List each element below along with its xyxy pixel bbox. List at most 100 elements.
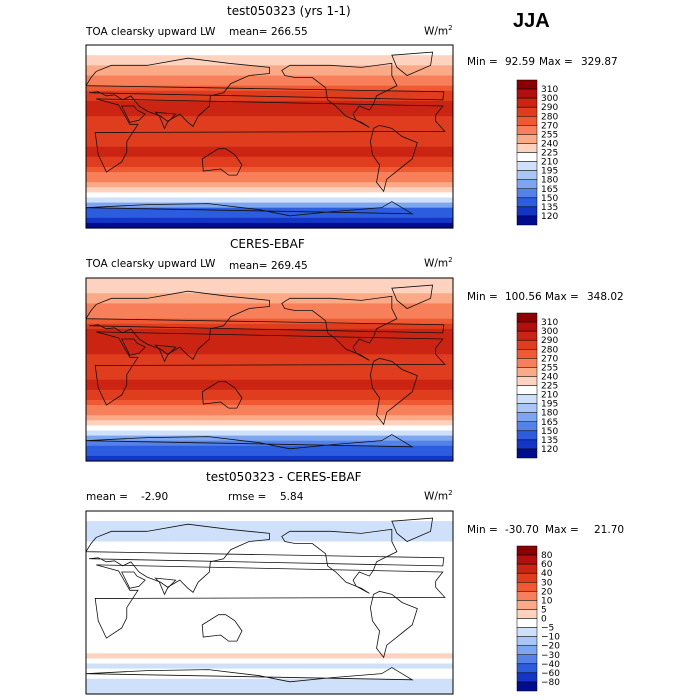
map-band-1-16 [86, 121, 453, 127]
colorbar-2-cell-7 [516, 367, 538, 377]
colorbar-1-cell-11 [516, 170, 538, 180]
colorbar-2-cell-16 [516, 448, 538, 459]
colorbar-3-cell-13 [516, 654, 538, 665]
map-band-3-4 [86, 526, 453, 532]
map-band-1-26 [86, 172, 453, 178]
map-band-1-27 [86, 177, 453, 183]
colorbar-3-tick-3: 40 [541, 569, 553, 579]
map-band-1-20 [86, 141, 453, 148]
colorbar-1-tick-1: 310 [541, 85, 558, 95]
panel3-mean-value: -2.90 [141, 491, 169, 503]
coastline-australia-2 [201, 381, 243, 409]
colorbar-1-tick-4: 280 [541, 112, 558, 122]
map-band-1-7 [86, 75, 453, 82]
colorbar-3-tick-1: 80 [541, 551, 553, 561]
map-band-1-11 [86, 95, 453, 102]
colorbar-2-cell-5 [516, 349, 538, 359]
panel2-units: W/m2 [424, 256, 453, 270]
map-band-3-16 [86, 587, 453, 593]
colorbar-2-cell-10 [516, 394, 538, 404]
coastline-india-2 [154, 344, 177, 363]
panel2-min-value: 100.56 [505, 291, 542, 303]
map-band-3-14 [86, 577, 453, 583]
map-band-2-23 [86, 389, 453, 396]
coastline-eurasia-1 [86, 57, 445, 127]
map-band-2-17 [86, 359, 453, 366]
coastline-greenland-2 [391, 284, 434, 309]
colorbar-3-cell-8 [516, 609, 538, 619]
colorbar-2-cell-3 [516, 330, 538, 341]
map-band-3-10 [86, 556, 453, 563]
colorbar-3-tick-15: −80 [541, 678, 560, 688]
map-band-1-14 [86, 111, 453, 117]
panel1-min-label: Min = [467, 56, 498, 68]
map-band-3-36 [86, 688, 453, 695]
panel3-mean-label: mean = [86, 491, 128, 503]
colorbar-3-cell-1 [516, 545, 538, 556]
map-band-3-12 [86, 566, 453, 573]
map-band-1-31 [86, 197, 453, 204]
colorbar-1-tick-5: 270 [541, 121, 558, 131]
map-frame-2 [85, 277, 454, 462]
map-band-2-20 [86, 374, 453, 381]
colorbar-3-cell-14 [516, 663, 538, 674]
map-band-3-25 [86, 633, 453, 639]
map-band-1-21 [86, 146, 453, 153]
colorbar-1-cell-8 [516, 143, 538, 153]
panel3-min-value: -30.70 [505, 524, 539, 536]
map-band-1-25 [86, 167, 453, 173]
map-band-2-7 [86, 308, 453, 315]
colorbar-1-cell-13 [516, 188, 538, 199]
colorbar-3-cell-6 [516, 591, 538, 601]
map-band-1-35 [86, 217, 453, 224]
colorbar-3-tick-11: −20 [541, 642, 560, 652]
colorbar-1-tick-8: 225 [541, 149, 558, 159]
colorbar-2-tick-2: 300 [541, 327, 558, 337]
colorbar-3-tick-13: −40 [541, 660, 560, 670]
map-band-3-20 [86, 607, 453, 614]
colorbar-3-cell-2 [516, 554, 538, 565]
map-band-1-36 [86, 222, 453, 229]
coastline-africa-2 [94, 331, 446, 406]
panel1-max-value: 329.87 [581, 56, 618, 68]
map-band-3-31 [86, 663, 453, 670]
panel2-min-label: Min = [467, 291, 498, 303]
map-band-3-29 [86, 653, 453, 660]
colorbar-1-cell-2 [516, 88, 538, 99]
map-band-2-14 [86, 344, 453, 350]
colorbar-2-cell-4 [516, 339, 538, 350]
colorbar-3-tick-8: 0 [541, 615, 547, 625]
colorbar-1-cell-12 [516, 179, 538, 189]
map-band-3-30 [86, 658, 453, 665]
colorbar-3-tick-10: −10 [541, 633, 560, 643]
colorbar-3-tick-9: −5 [541, 624, 554, 634]
map-band-1-28 [86, 182, 453, 188]
map-band-2-16 [86, 354, 453, 360]
panel3-units: W/m2 [424, 489, 453, 503]
panel1-mean-value: 266.55 [271, 26, 308, 38]
colorbar-1-tick-12: 165 [541, 185, 558, 195]
panel1-title: test050323 (yrs 1-1) [227, 4, 351, 18]
panel2-max-label: Max = [545, 291, 579, 303]
colorbar-1-tick-15: 120 [541, 212, 558, 222]
coastline-antarctica-2 [86, 434, 414, 450]
map-band-3-7 [86, 541, 453, 548]
panel3-rmse-label: rmse = [228, 491, 267, 503]
map-band-1-18 [86, 131, 453, 138]
map-band-1-33 [86, 207, 453, 214]
map-band-3-22 [86, 617, 453, 624]
map-band-2-12 [86, 333, 453, 340]
map-band-3-18 [86, 597, 453, 604]
colorbar-2-tick-10: 195 [541, 400, 558, 410]
map-band-2-2 [86, 283, 453, 289]
map-band-2-11 [86, 328, 453, 335]
panel2-max-value: 348.02 [587, 291, 624, 303]
panel1-mean-label: mean= [229, 26, 268, 38]
colorbar-2-cell-14 [516, 430, 538, 441]
coastline-s-america-2 [370, 357, 418, 426]
colorbar-1-tick-7: 240 [541, 139, 558, 149]
map-band-2-1 [86, 278, 453, 284]
map-band-3-1 [86, 511, 453, 517]
map-band-3-21 [86, 612, 453, 619]
